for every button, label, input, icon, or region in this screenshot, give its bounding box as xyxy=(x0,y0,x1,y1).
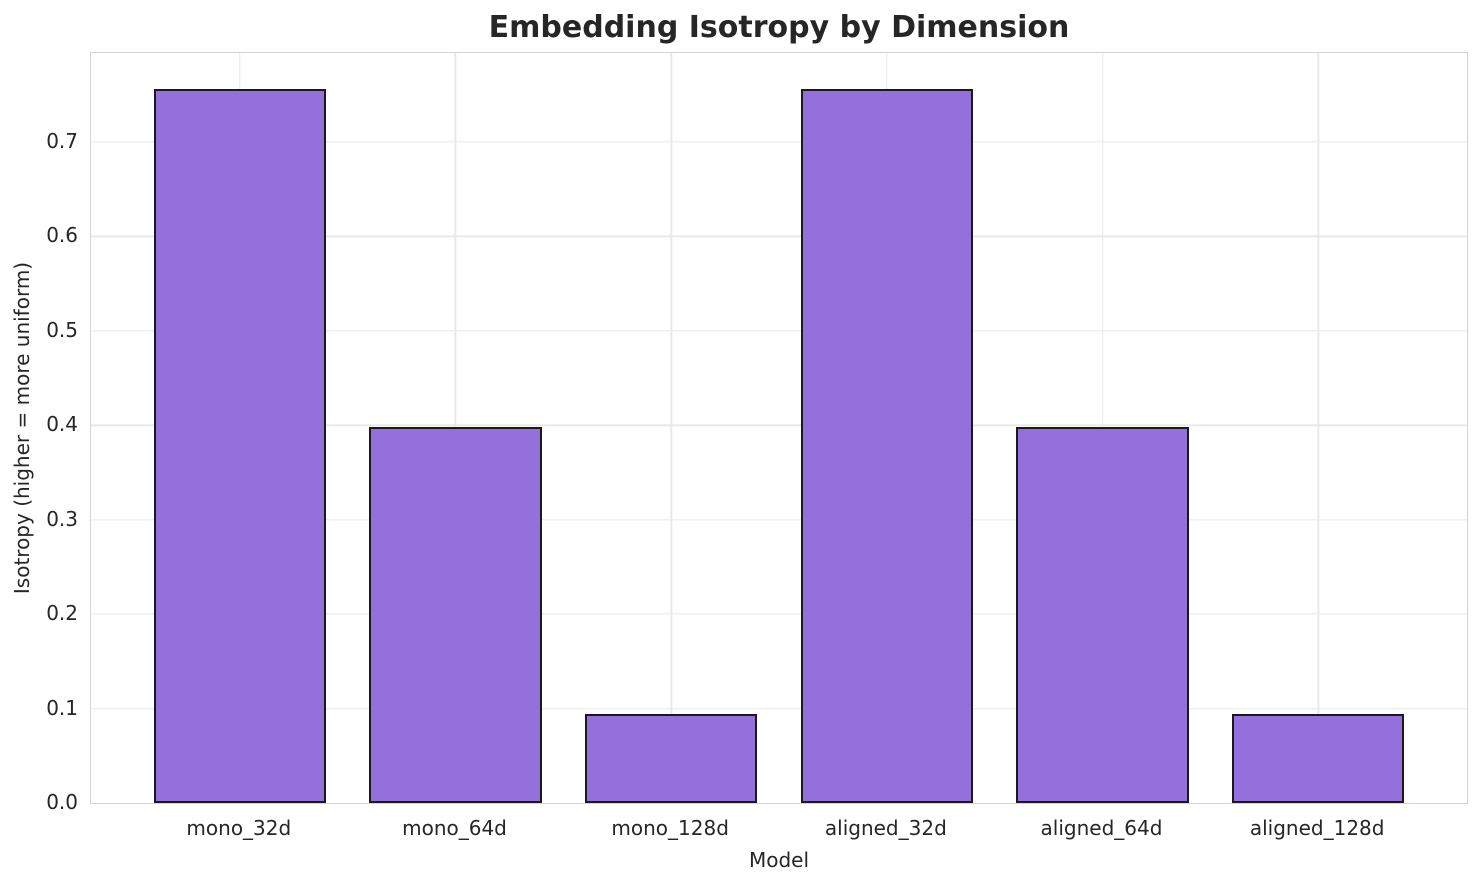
h-gridline xyxy=(91,330,1467,332)
bar-mono_32d xyxy=(153,88,327,803)
h-gridline xyxy=(91,424,1467,426)
y-tick-label: 0.7 xyxy=(46,128,78,153)
x-tick-label: aligned_128d xyxy=(1249,816,1385,840)
y-tick-label: 0.4 xyxy=(46,412,78,437)
h-gridline xyxy=(91,235,1467,237)
y-tick-label: 0.5 xyxy=(46,317,78,342)
x-tick-label: aligned_64d xyxy=(1040,816,1163,840)
h-gridline xyxy=(91,141,1467,143)
y-tick-label: 0.2 xyxy=(46,601,78,626)
bar-aligned_32d xyxy=(800,88,974,803)
y-tick-label: 0.6 xyxy=(46,223,78,248)
y-tick-label: 0.1 xyxy=(46,695,78,720)
h-gridline xyxy=(91,518,1467,521)
plot-area xyxy=(90,52,1468,804)
y-tick-label: 0.0 xyxy=(46,790,78,814)
x-axis-label: Model xyxy=(748,848,810,872)
v-gridline xyxy=(1317,53,1319,803)
chart-title: Embedding Isotropy by Dimension xyxy=(488,10,1070,45)
bar-mono_128d xyxy=(584,714,758,803)
bar-aligned_64d xyxy=(1016,427,1189,803)
v-gridline xyxy=(670,53,672,803)
x-tick-label: mono_64d xyxy=(402,816,507,840)
bar-aligned_128d xyxy=(1231,714,1405,803)
x-tick-label: mono_32d xyxy=(186,816,292,840)
h-gridline xyxy=(91,613,1467,615)
y-tick-label: 0.3 xyxy=(46,506,78,531)
h-gridline xyxy=(91,707,1467,710)
x-tick-label: aligned_32d xyxy=(824,816,947,840)
x-tick-label: mono_128d xyxy=(611,816,729,840)
bar-mono_64d xyxy=(369,427,542,803)
